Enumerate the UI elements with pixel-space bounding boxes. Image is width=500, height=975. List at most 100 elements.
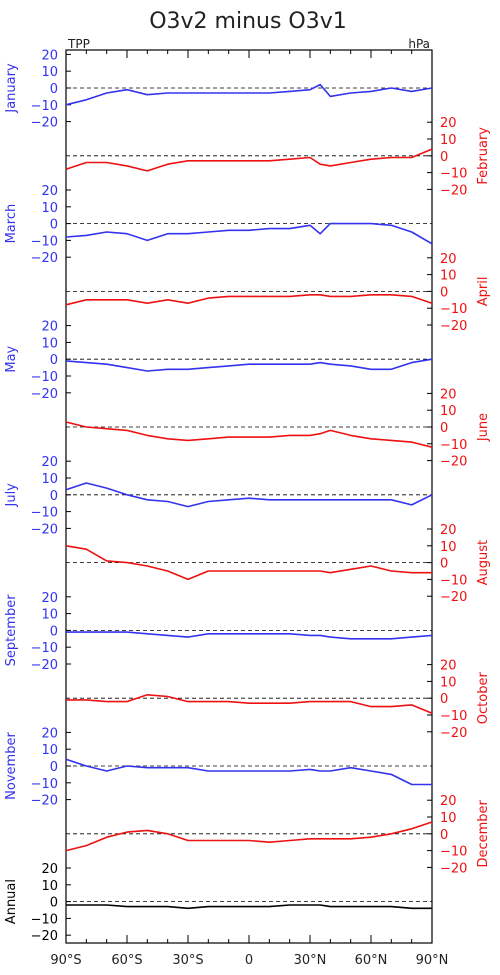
y-tick-label: −20: [31, 929, 58, 944]
y-tick-label: 0: [440, 557, 448, 572]
series-line-may: [65, 358, 433, 372]
x-tick-label: 30°S: [172, 953, 203, 968]
series-name-label: August: [476, 540, 491, 586]
y-tick-label: 0: [50, 896, 58, 911]
chart-title: O3v2 minus O3v1: [149, 9, 347, 34]
corner-label-right: hPa: [408, 37, 430, 51]
y-tick-label: −10: [31, 234, 58, 249]
y-tick-label: 0: [50, 624, 58, 639]
y-tick-label: 0: [50, 760, 58, 775]
y-tick-label: 20: [440, 387, 457, 402]
y-tick-label: 20: [41, 862, 58, 877]
y-tick-label: 0: [440, 421, 448, 436]
y-tick-label: −20: [440, 726, 467, 741]
panel-september: 20 100 −10 −20 September: [4, 591, 433, 673]
series-line-february: [65, 148, 433, 172]
y-tick-label: 10: [440, 269, 457, 284]
y-tick-label: 0: [50, 218, 58, 233]
series-line-august: [65, 545, 432, 581]
y-tick-label: −10: [31, 370, 58, 385]
y-tick-label: 20: [41, 320, 58, 335]
y-tick-label: −10: [31, 912, 58, 927]
series-line-january: [65, 83, 433, 106]
series-line-december: [65, 821, 433, 852]
y-tick-label: 10: [440, 133, 457, 148]
panel-january: 20 10 0 −10 −20 January: [4, 48, 433, 131]
y-tick-label: −20: [31, 658, 58, 673]
y-tick-label: 10: [440, 404, 457, 419]
y-tick-label: −20: [31, 794, 58, 809]
x-axis: 90°S 60°S 30°S 0 30°N 60°N 90°N: [50, 50, 448, 968]
y-tick-label: 10: [440, 675, 457, 690]
series-name-label: March: [4, 204, 19, 244]
y-tick-label: 20: [41, 591, 58, 606]
series-name-label: February: [476, 127, 491, 185]
y-tick-label: 10: [440, 540, 457, 555]
y-tick-label: −10: [440, 573, 467, 588]
y-tick-label: 20: [41, 455, 58, 470]
x-tick-label: 0: [245, 953, 253, 968]
y-tick-label: −10: [440, 845, 467, 860]
corner-label-left: TPP: [67, 37, 90, 51]
y-tick-label: −10: [31, 99, 58, 114]
series-line-july: [65, 482, 433, 508]
panel-july: 20 10 0 −10−20 July: [4, 455, 433, 537]
series-line-april: [65, 293, 433, 306]
y-tick-label: 10: [41, 336, 58, 351]
y-tick-label: −10: [31, 777, 58, 792]
panel-annual: 20 10 0−10 −20 Annual: [4, 862, 432, 944]
y-tick-label: 0: [440, 285, 448, 300]
y-tick-label: −20: [31, 387, 58, 402]
panel-march: 20 10 0−10 −20 March: [4, 184, 433, 266]
y-tick-label: 10: [41, 608, 58, 623]
y-tick-label: 0: [440, 692, 448, 707]
y-tick-label: 0: [440, 150, 448, 165]
y-tick-label: 20: [41, 48, 58, 63]
y-tick-label: −20: [440, 319, 467, 334]
panel-august: 20 10 0−10 −20 August: [65, 523, 491, 605]
y-tick-label: −20: [440, 861, 467, 876]
y-tick-label: 10: [440, 811, 457, 826]
y-tick-label: −20: [440, 455, 467, 470]
y-tick-label: 20: [41, 726, 58, 741]
panel-april: 20 100 −10 −20 April: [65, 252, 491, 334]
series-name-label: July: [4, 483, 19, 508]
y-tick-label: 0: [50, 353, 58, 368]
y-tick-label: 20: [440, 794, 457, 809]
series-name-label: Annual: [4, 879, 19, 924]
series-line-september: [66, 631, 433, 640]
y-tick-label: −10: [440, 302, 467, 317]
series-name-label: October: [476, 672, 491, 725]
y-tick-label: −10: [31, 506, 58, 521]
series-line-october: [66, 693, 433, 715]
y-tick-label: 10: [41, 65, 58, 80]
series-name-label: December: [476, 799, 491, 867]
series-name-label: January: [4, 63, 19, 114]
series-name-label: April: [476, 277, 491, 307]
y-tick-label: 0: [50, 82, 58, 97]
y-tick-label: 10: [41, 879, 58, 894]
series-line-annual: [66, 904, 432, 910]
y-tick-label: −20: [31, 116, 58, 131]
x-tick-label: 90°N: [416, 953, 449, 968]
y-tick-label: 20: [440, 252, 457, 267]
y-tick-label: 10: [41, 472, 58, 487]
y-tick-label: 20: [440, 116, 457, 131]
series-panels: 20100−10−20January20100−10−20February201…: [4, 48, 491, 944]
y-tick-label: −20: [31, 522, 58, 537]
y-tick-label: −10: [440, 709, 467, 724]
y-tick-label: 20: [41, 184, 58, 199]
y-tick-label: −10: [31, 641, 58, 656]
y-tick-label: −10: [440, 167, 467, 182]
x-tick-label: 90°S: [50, 953, 81, 968]
y-tick-label: 0: [50, 489, 58, 504]
series-name-label: November: [4, 732, 19, 800]
x-tick-label: 60°S: [111, 953, 142, 968]
y-tick-label: 20: [440, 659, 457, 674]
y-tick-label: −20: [440, 590, 467, 605]
series-name-label: September: [4, 594, 19, 667]
x-tick-label: 60°N: [355, 953, 388, 968]
